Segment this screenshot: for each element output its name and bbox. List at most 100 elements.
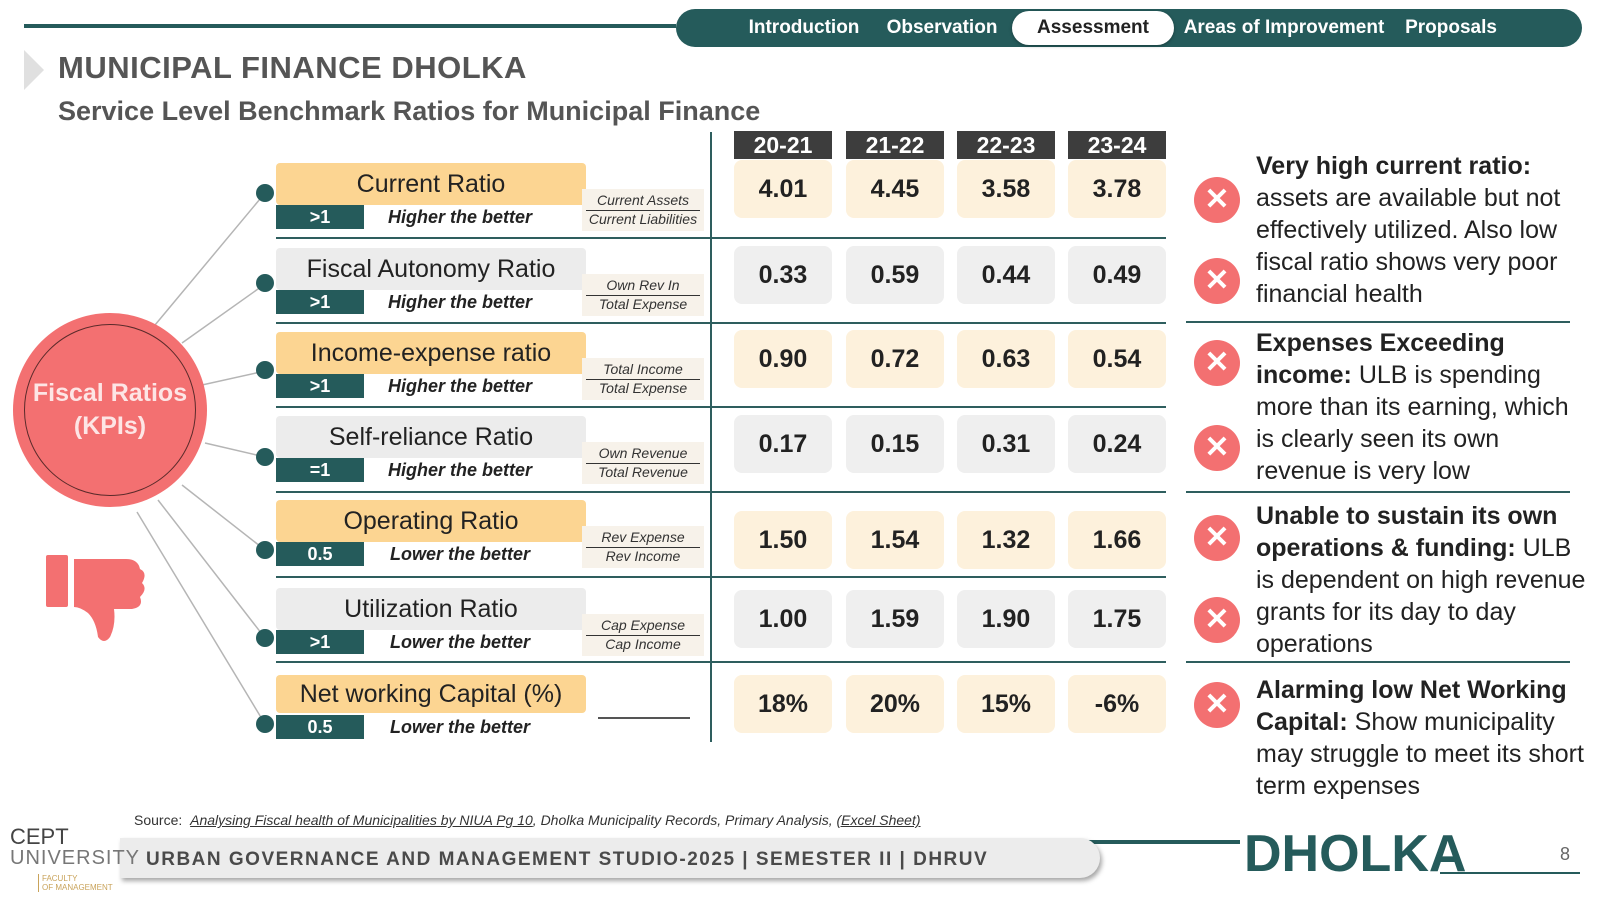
year-header: 23-24 xyxy=(1068,131,1166,159)
ratio-formula: Rev Expense Rev Income xyxy=(582,526,704,568)
ratio-value: 18% xyxy=(734,675,832,733)
ratio-name: Utilization Ratio xyxy=(276,588,586,630)
ratio-direction: Lower the better xyxy=(389,717,531,737)
brand-title: DHOLKA xyxy=(1244,825,1467,883)
ratio-value: 1.32 xyxy=(957,511,1055,569)
logo-university: UNIVERSITY xyxy=(10,847,141,869)
connector-dot xyxy=(256,541,274,559)
ratio-name: Current Ratio xyxy=(276,163,586,205)
comment-expenses: Expenses Exceeding income: ULB is spendi… xyxy=(1256,327,1586,487)
source-note: Source: Analysing Fiscal health of Munic… xyxy=(134,812,921,828)
kpi-label: Fiscal Ratios (KPIs) xyxy=(24,324,196,496)
triangle-marker-icon xyxy=(24,50,44,90)
ratio-value: 0.54 xyxy=(1068,330,1166,388)
ratio-name: Income-expense ratio xyxy=(276,332,586,374)
ratio-value: 1.54 xyxy=(846,511,944,569)
comment-heading: Unable to sustain its own operations & f… xyxy=(1256,502,1558,562)
source-link-excel[interactable]: (Excel Sheet) xyxy=(836,812,921,828)
logo-faculty-line2: OF MANAGEMENT xyxy=(42,883,113,892)
nav-areas-of-improvement[interactable]: Areas of Improvement xyxy=(1183,17,1385,38)
formula-placeholder-line xyxy=(598,717,690,719)
benchmark-badge: >1 xyxy=(276,630,364,654)
ratio-value: 0.49 xyxy=(1068,246,1166,304)
source-middle: , Dholka Municipality Records, Primary A… xyxy=(532,812,837,828)
connector-dot xyxy=(256,715,274,733)
close-x-icon: ✕ xyxy=(1194,340,1240,386)
comment-heading: Expenses Exceeding income: xyxy=(1256,329,1505,389)
ratio-value: 3.58 xyxy=(957,160,1055,218)
benchmark-badge: =1 xyxy=(276,458,364,482)
formula-numerator: Current Assets xyxy=(586,191,700,211)
row-divider xyxy=(276,661,1166,663)
close-x-icon: ✕ xyxy=(1194,425,1240,471)
ratio-value: 0.59 xyxy=(846,246,944,304)
ratio-value: -6% xyxy=(1068,675,1166,733)
close-x-icon: ✕ xyxy=(1194,597,1240,643)
ratio-formula: Cap Expense Cap Income xyxy=(582,614,704,656)
ratio-formula: Total Income Total Expense xyxy=(582,358,704,400)
nav-introduction[interactable]: Introduction xyxy=(748,17,860,38)
footer-bar xyxy=(120,838,1100,878)
benchmark-badge: 0.5 xyxy=(276,542,364,566)
nav-assessment[interactable]: Assessment xyxy=(1012,11,1174,45)
comment-divider xyxy=(1186,661,1570,663)
ratio-value: 20% xyxy=(846,675,944,733)
comment-text: ULB is dependent on high revenue grants … xyxy=(1256,534,1586,658)
logo-cept: CEPT xyxy=(10,824,69,849)
benchmark-badge: >1 xyxy=(276,374,364,398)
formula-denominator: Current Liabilities xyxy=(588,211,698,227)
comment-net-working-capital: Alarming low Net Working Capital: Show m… xyxy=(1256,674,1586,802)
ratio-value: 1.90 xyxy=(957,590,1055,648)
source-link-niua[interactable]: Analysing Fiscal health of Municipalitie… xyxy=(190,812,533,828)
nav-proposals[interactable]: Proposals xyxy=(1405,17,1497,38)
section-nav: Introduction Observation Assessment Area… xyxy=(676,9,1582,47)
ratio-value: 4.01 xyxy=(734,160,832,218)
ratio-direction: Lower the better xyxy=(389,544,531,564)
kpi-circle: Fiscal Ratios (KPIs) xyxy=(13,313,207,507)
ratio-value: 0.24 xyxy=(1068,415,1166,473)
ratio-direction: Higher the better xyxy=(387,460,533,480)
comment-divider xyxy=(1186,491,1570,493)
connector-dot xyxy=(256,629,274,647)
ratio-formula: Current Assets Current Liabilities xyxy=(582,189,704,231)
comment-text: ULB is spending more than its earning, w… xyxy=(1256,361,1569,485)
formula-numerator: Own Rev In xyxy=(586,276,700,296)
ratio-value: 0.44 xyxy=(957,246,1055,304)
formula-denominator: Total Revenue xyxy=(598,464,688,480)
thumbs-down-icon xyxy=(46,555,145,641)
ratio-value: 0.90 xyxy=(734,330,832,388)
ratio-name: Self-reliance Ratio xyxy=(276,416,586,458)
ratio-value: 1.59 xyxy=(846,590,944,648)
ratio-value: 3.78 xyxy=(1068,160,1166,218)
connector-dot xyxy=(256,361,274,379)
page-title: MUNICIPAL FINANCE DHOLKA xyxy=(58,50,527,85)
ratio-value: 1.66 xyxy=(1068,511,1166,569)
ratio-name: Net working Capital (%) xyxy=(276,675,586,713)
ratio-value: 4.45 xyxy=(846,160,944,218)
logo-faculty: FACULTY OF MANAGEMENT xyxy=(38,874,113,892)
benchmark-badge: >1 xyxy=(276,205,364,229)
ratio-value: 0.15 xyxy=(846,415,944,473)
ratio-formula: Own Rev In Total Expense xyxy=(582,274,704,316)
ratio-value: 1.50 xyxy=(734,511,832,569)
ratio-direction: Higher the better xyxy=(387,207,533,227)
ratio-value: 0.33 xyxy=(734,246,832,304)
source-label: Source: xyxy=(134,812,183,828)
page-number: 8 xyxy=(1560,844,1571,864)
comment-text: assets are available but not effectively… xyxy=(1256,184,1561,308)
ratio-name: Operating Ratio xyxy=(276,500,586,542)
footer-text: URBAN GOVERNANCE AND MANAGEMENT STUDIO-2… xyxy=(146,849,989,870)
row-divider xyxy=(276,406,1166,408)
ratio-value: 0.31 xyxy=(957,415,1055,473)
ratio-name: Fiscal Autonomy Ratio xyxy=(276,248,586,290)
ratio-value: 1.00 xyxy=(734,590,832,648)
formula-denominator: Cap Income xyxy=(605,636,681,652)
close-x-icon: ✕ xyxy=(1194,177,1240,223)
year-header: 20-21 xyxy=(734,131,832,159)
connector-dot xyxy=(256,184,274,202)
comment-text: Show municipality may struggle to meet i… xyxy=(1256,708,1584,800)
nav-observation[interactable]: Observation xyxy=(886,17,998,38)
formula-numerator: Total Income xyxy=(586,360,700,380)
table-divider xyxy=(710,132,712,742)
